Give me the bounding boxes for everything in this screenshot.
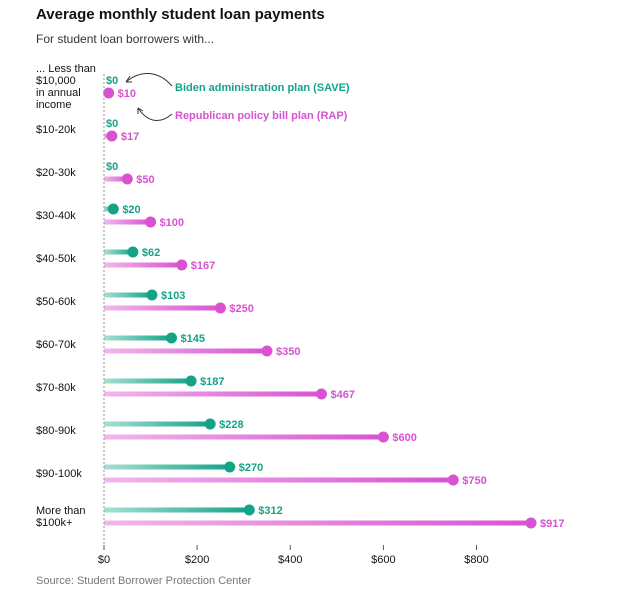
category-label-line: $50-60k	[36, 296, 76, 308]
rap-value-label: $467	[330, 389, 354, 401]
category-label-line: $60-70k	[36, 339, 76, 351]
rap-value-label: $917	[540, 518, 564, 530]
rap-value-label: $167	[191, 260, 215, 272]
save-bar	[104, 464, 230, 470]
rap-dot	[214, 302, 226, 314]
category-label: $50-60k	[36, 296, 76, 308]
rap-dot	[447, 474, 459, 486]
rap-value-label: $250	[229, 303, 253, 315]
x-tick-label: $0	[98, 554, 110, 566]
rap-bar	[104, 262, 182, 268]
rap-arrowhead	[137, 107, 144, 114]
rap-bar	[104, 176, 128, 182]
rap-value-label: $750	[462, 475, 486, 487]
category-label: More than $100k+	[36, 505, 86, 529]
source-note: Source: Student Borrower Protection Cent…	[36, 575, 252, 587]
rap-dot	[145, 216, 157, 228]
category-label-line: $20-30k	[36, 167, 76, 179]
rap-value-label: $17	[121, 131, 139, 143]
rap-bar	[104, 477, 454, 483]
save-value-label: $145	[181, 333, 205, 345]
save-dot	[107, 203, 119, 215]
rap-dot	[176, 259, 188, 271]
save-bar	[104, 335, 172, 341]
save-dot	[204, 418, 216, 430]
save-value-label: $103	[161, 290, 185, 302]
rap-value-label: $50	[136, 174, 154, 186]
category-label-line: $80-90k	[36, 425, 76, 437]
rap-annotation-arrow	[137, 107, 173, 122]
x-tick-label: $400	[278, 554, 302, 566]
rap-bar	[104, 520, 531, 526]
save-dot	[243, 504, 255, 516]
category-label-line: $30-40k	[36, 210, 76, 222]
x-tick-label: $200	[185, 554, 209, 566]
x-tick-label: $600	[371, 554, 395, 566]
save-annotation: Biden administration plan (SAVE)	[175, 82, 350, 94]
rap-value-label: $10	[118, 88, 136, 100]
rap-value-label: $350	[276, 346, 300, 358]
rap-bar	[104, 305, 221, 311]
rap-value-label: $100	[160, 217, 184, 229]
category-label: ... Less than $10,000 in annual income	[36, 63, 96, 111]
category-label-line: $90-100k	[36, 468, 82, 480]
category-label-line: More than	[36, 505, 86, 517]
rap-dot	[315, 388, 327, 400]
save-value-label: $62	[142, 247, 160, 259]
save-dot	[224, 461, 236, 473]
chart-subtitle: For student loan borrowers with...	[36, 32, 215, 46]
rap-value-label: $600	[392, 432, 416, 444]
rap-bar	[104, 219, 151, 225]
category-label: $30-40k	[36, 210, 76, 222]
save-dot	[166, 332, 178, 344]
category-label: $80-90k	[36, 425, 76, 437]
save-arrowhead	[125, 75, 132, 83]
rap-bar	[104, 391, 322, 397]
category-label-line: $10,000	[36, 75, 76, 87]
save-value-label: $187	[200, 376, 224, 388]
rap-dot	[261, 345, 273, 357]
rap-dot	[103, 87, 115, 99]
save-bar	[104, 292, 152, 298]
rap-bar	[104, 434, 384, 440]
category-label-line: ... Less than	[36, 63, 96, 75]
save-dot	[146, 289, 158, 301]
save-value-label: $312	[258, 505, 282, 517]
save-value-label: $0	[106, 118, 118, 130]
rap-dot	[121, 173, 133, 185]
save-annotation-arrow	[125, 73, 173, 87]
category-label-line: $70-80k	[36, 382, 76, 394]
category-label: $90-100k	[36, 468, 82, 480]
category-label-line: in annual	[36, 87, 81, 99]
category-label-line: $100k+	[36, 517, 72, 529]
save-bar	[104, 507, 250, 513]
rap-dot	[525, 517, 537, 529]
category-label: $60-70k	[36, 339, 76, 351]
category-label: $70-80k	[36, 382, 76, 394]
save-value-label: $228	[219, 419, 243, 431]
save-value-label: $0	[106, 161, 118, 173]
category-label-line: $40-50k	[36, 253, 76, 265]
save-bar	[104, 249, 133, 255]
chart-title: Average monthly student loan payments	[36, 6, 325, 23]
x-tick-label: $800	[464, 554, 488, 566]
rap-dot	[106, 130, 118, 142]
rap-annotation: Republican policy bill plan (RAP)	[175, 110, 348, 122]
rap-dot	[377, 431, 389, 443]
save-bar	[104, 421, 211, 427]
category-label-line: $10-20k	[36, 124, 76, 136]
save-dot	[127, 246, 139, 258]
save-value-label: $270	[239, 462, 263, 474]
category-label: $40-50k	[36, 253, 76, 265]
category-label-line: income	[36, 99, 71, 111]
rap-bar	[104, 348, 267, 354]
save-dot	[185, 375, 197, 387]
category-label: $10-20k	[36, 124, 76, 136]
save-bar	[104, 378, 192, 384]
category-label: $20-30k	[36, 167, 76, 179]
save-value-label: $20	[122, 204, 140, 216]
save-value-label: $0	[106, 75, 118, 87]
